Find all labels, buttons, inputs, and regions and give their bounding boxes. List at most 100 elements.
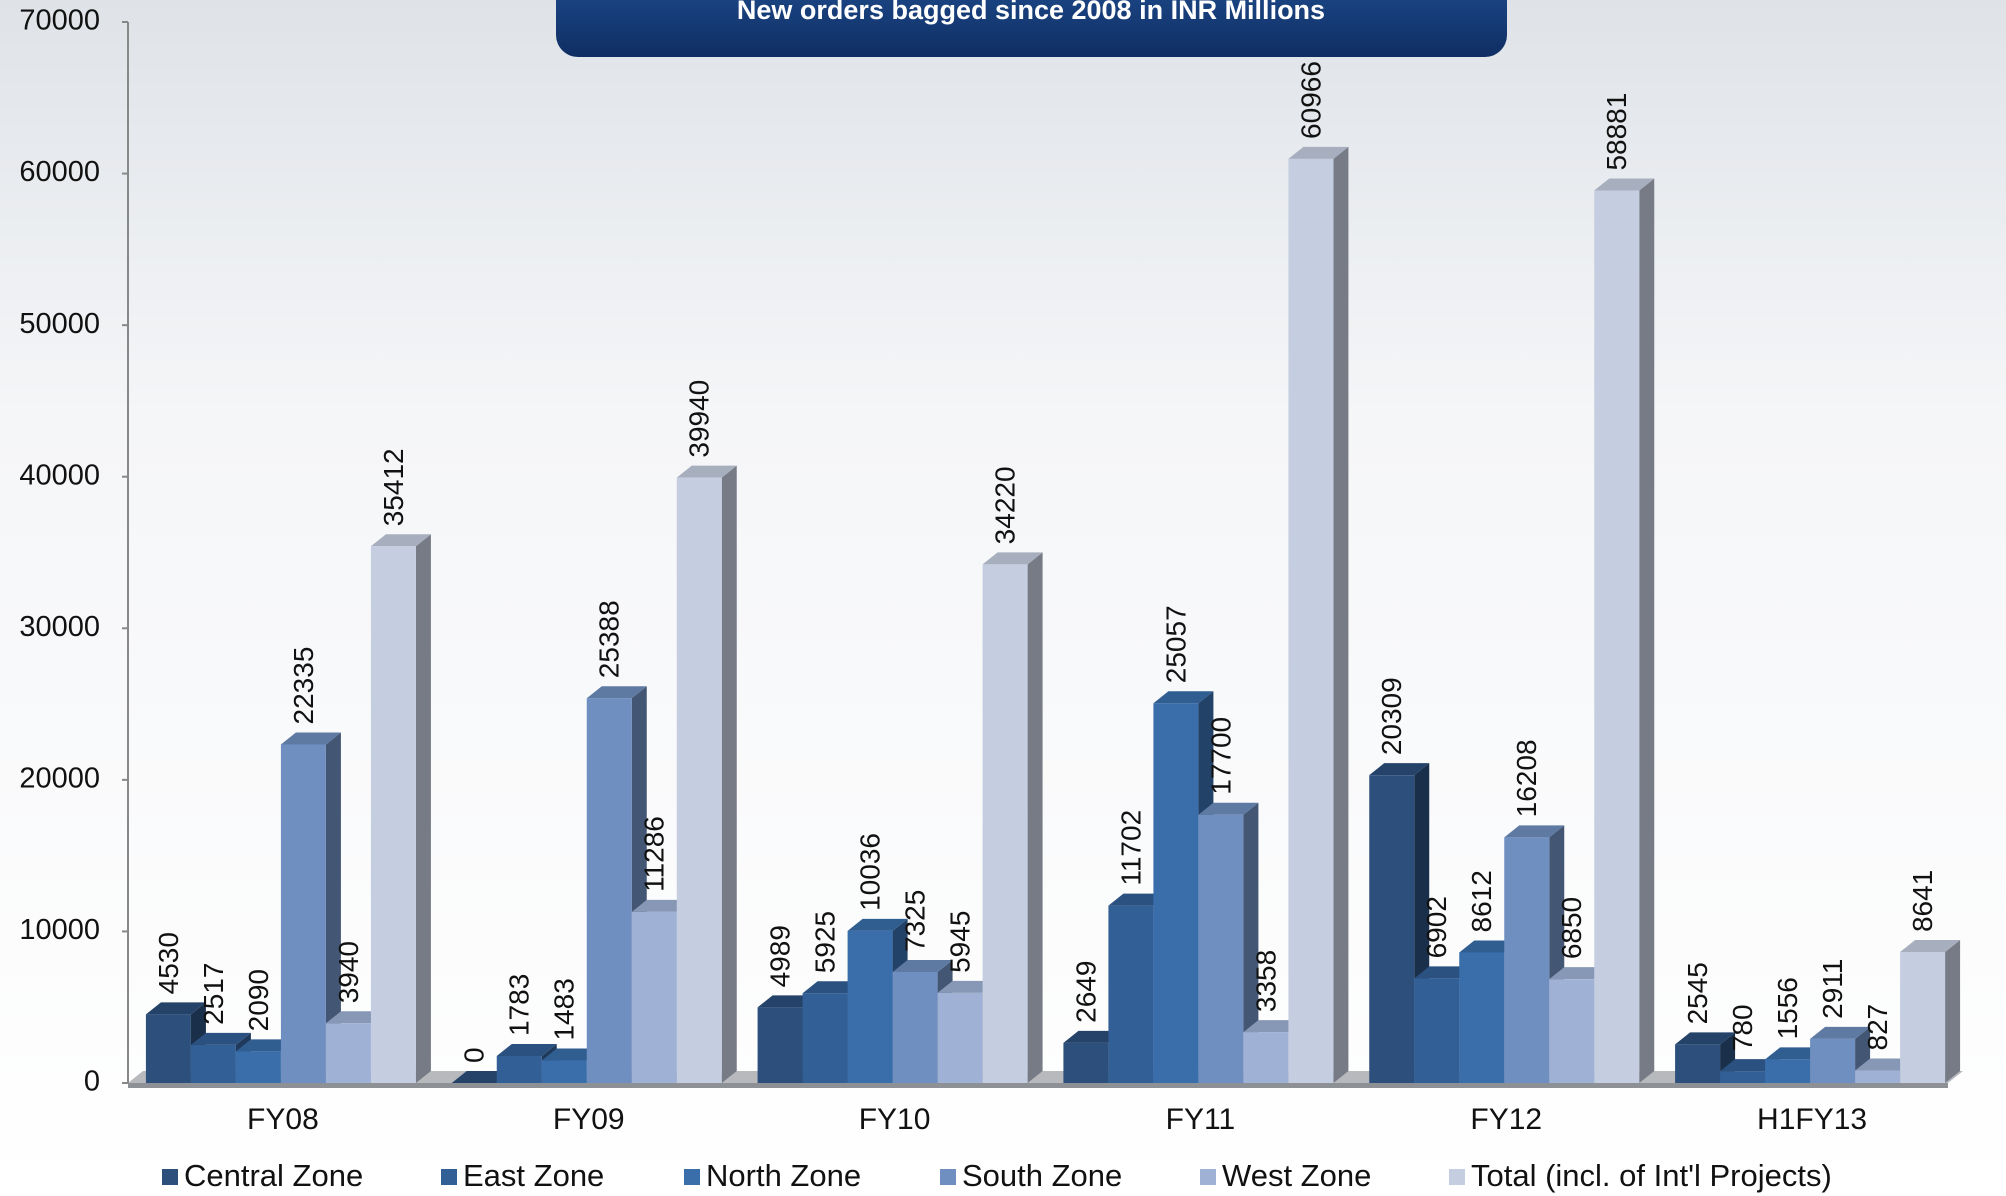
value-label: 35412 [378,448,409,526]
bar [145,1014,191,1083]
value-label: 22335 [288,647,319,725]
bar-top [1810,1026,1871,1039]
value-label: 780 [1727,1004,1758,1051]
bar [1855,1070,1901,1083]
bar-side [1639,178,1655,1083]
legend-label: Total (incl. of Int'l Projects) [1471,1158,1832,1193]
bar [1288,158,1334,1083]
bar-side [1945,940,1961,1083]
bar [1594,190,1640,1083]
y-tick-label: 50000 [19,308,100,340]
bar [937,992,983,1083]
bar [631,911,677,1083]
value-label: 39940 [684,380,715,458]
value-label: 10036 [854,833,885,911]
value-label: 6902 [1421,896,1452,958]
y-tick-label: 40000 [19,459,100,491]
legend-swatch [441,1169,457,1185]
value-label: 5925 [809,911,840,973]
x-tick-label: FY12 [1470,1103,1542,1136]
value-label: 1556 [1772,977,1803,1039]
legend-label: West Zone [1222,1158,1371,1193]
y-tick-label: 10000 [19,914,100,946]
bar-top [190,1032,251,1045]
value-label: 8641 [1907,870,1938,932]
legend-label: Central Zone [184,1158,363,1193]
bar-top [1675,1032,1736,1045]
value-label: 58881 [1601,93,1632,171]
x-tick-label: FY11 [1166,1103,1235,1136]
bar-top [370,534,431,547]
value-label: 2545 [1682,962,1713,1024]
value-label: 2649 [1070,961,1101,1023]
bar [325,1023,371,1083]
chart-title: New orders bagged since 2008 in INR Mill… [737,0,1325,25]
legend-swatch [162,1169,178,1185]
bar-top [1594,178,1655,191]
y-tick-label: 60000 [19,156,100,188]
bar-side [1027,552,1043,1083]
value-label: 2090 [243,969,274,1031]
bar-top [982,552,1043,565]
bar-top [847,918,908,931]
bar-top [1504,825,1565,838]
bar [1198,814,1244,1083]
value-label: 6850 [1556,897,1587,959]
bar [541,1060,587,1083]
bar [982,564,1028,1083]
value-label: 827 [1862,1004,1893,1051]
x-tick-label: FY08 [247,1103,319,1136]
bar [802,993,848,1083]
bar [496,1055,542,1083]
bar-top [145,1002,206,1015]
bar [190,1044,236,1083]
bar [1720,1071,1766,1083]
legend-swatch [1200,1169,1216,1185]
value-label: 16208 [1511,739,1542,817]
title-banner [556,0,1507,57]
value-label: 4989 [764,925,795,987]
value-label: 11286 [639,816,670,892]
value-label: 5945 [944,911,975,973]
x-tick-label: FY09 [553,1103,625,1136]
bar-top [1369,763,1430,776]
value-label: 0 [459,1047,490,1063]
bar-side [325,732,341,1083]
bar [1414,978,1460,1083]
bar [280,744,326,1083]
bar [1459,952,1505,1083]
bar [1549,979,1595,1083]
y-tick-label: 0 [84,1066,100,1098]
value-label: 3358 [1250,950,1281,1012]
bar [757,1007,803,1083]
value-label: 1783 [504,974,535,1036]
value-label: 34220 [989,466,1020,544]
y-tick-label: 70000 [19,5,100,37]
bar [235,1051,281,1083]
bar [1153,703,1199,1083]
bar-top [1288,146,1349,159]
x-tick-label: H1FY13 [1757,1103,1867,1136]
bar [586,698,632,1083]
bar [370,546,416,1083]
bar [1243,1032,1289,1083]
legend-label: North Zone [706,1158,861,1193]
legend-label: East Zone [463,1158,604,1193]
bar [1810,1038,1856,1083]
bar-side [1333,146,1349,1083]
x-tick-label: FY10 [859,1103,931,1136]
bar-top [1153,691,1214,704]
bar [1765,1059,1811,1083]
legend-swatch [684,1169,700,1185]
bar [1504,837,1550,1083]
value-label: 60966 [1295,61,1326,139]
value-label: 11702 [1115,810,1146,886]
bar-top [280,732,341,745]
bar [892,971,938,1083]
legend-swatch [940,1169,956,1185]
value-label: 2911 [1817,959,1848,1019]
y-tick-label: 20000 [19,763,100,795]
value-label: 2517 [198,963,229,1025]
bar-side [1243,802,1259,1083]
